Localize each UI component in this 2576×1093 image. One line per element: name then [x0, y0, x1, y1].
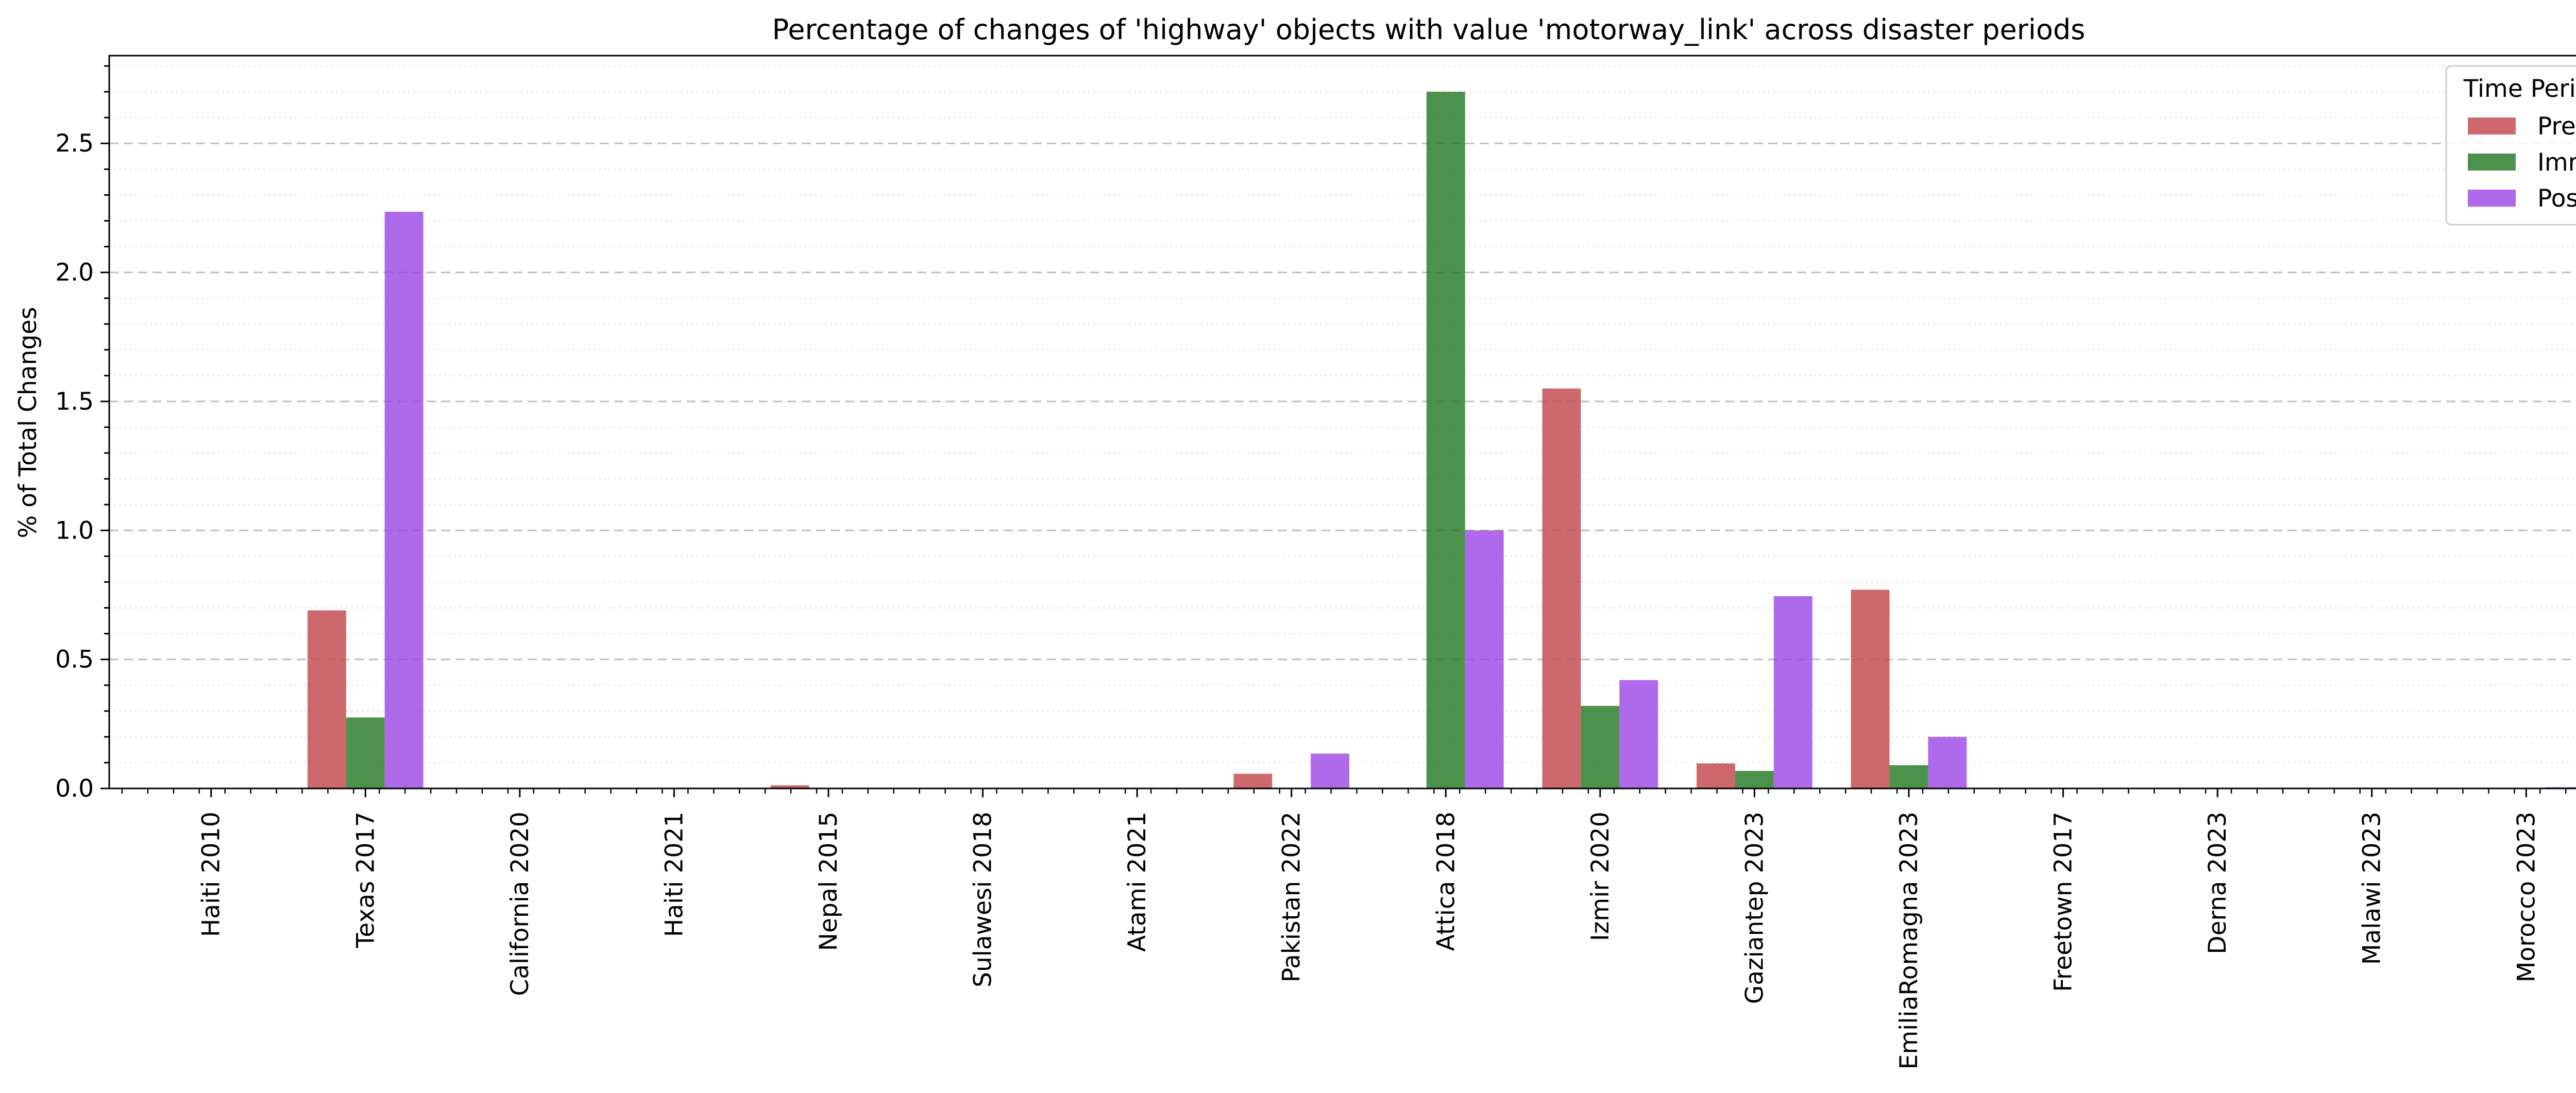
bar-pre-emiliaromagna-2023: [1851, 590, 1890, 788]
x-tick-label: Attica 2018: [1432, 812, 1460, 951]
x-tick-label: Gaziantep 2023: [1740, 812, 1769, 1004]
x-tick-label: Izmir 2020: [1586, 812, 1615, 941]
axes: [108, 55, 2576, 789]
x-axis-ticks: Haiti 2010 Texas 2017 California 2020 Haiti…: [121, 788, 2567, 1069]
x-tick-label: Sulawesi 2018: [969, 812, 997, 987]
y-tick-label: 0.0: [55, 775, 94, 803]
y-tick-label: 2.5: [55, 129, 94, 158]
bar-imm-izmir-2020: [1581, 705, 1620, 788]
legend-swatch-post: [2468, 190, 2516, 207]
y-tick-label: 1.5: [55, 388, 94, 416]
bar-post-gaziantep-2023: [1773, 596, 1812, 788]
bar-imm-emiliaromagna-2023: [1889, 765, 1928, 788]
bar-post-texas-2017: [384, 211, 423, 789]
bar-pre-gaziantep-2023: [1697, 763, 1735, 788]
legend-swatch-imm: [2468, 154, 2516, 171]
y-tick-label: 0.5: [55, 646, 94, 674]
bar-imm-attica-2018: [1426, 92, 1465, 788]
plot-frame: [108, 55, 2576, 789]
x-tick-label: Derna 2023: [2204, 812, 2232, 954]
x-tick-label: Pakistan 2022: [1278, 812, 1306, 982]
x-tick-label: California 2020: [506, 812, 534, 996]
legend-label-imm: Imm: [2537, 148, 2576, 177]
bar-pre-pakistan-2022: [1233, 773, 1273, 788]
legend-swatch-pre: [2468, 117, 2516, 134]
y-tick-label: 1.0: [55, 516, 94, 545]
grid-lines: [109, 65, 2576, 764]
bar-post-pakistan-2022: [1311, 753, 1350, 788]
x-tick-label: Malawi 2023: [2358, 812, 2386, 965]
x-tick-label: Freetown 2017: [2049, 812, 2078, 992]
x-tick-label: Haiti 2010: [197, 812, 226, 937]
bars: [307, 92, 2576, 789]
x-tick-label: Haiti 2021: [660, 812, 688, 937]
bar-pre-nepal-2015: [770, 785, 809, 788]
bar-post-izmir-2020: [1619, 680, 1658, 788]
bar-imm-texas-2017: [346, 717, 385, 788]
legend-frame: [2445, 65, 2576, 226]
bar-post-attica-2018: [1465, 530, 1504, 788]
y-axis-ticks: 0.0 0.5 1.0 1.5 2.0 2.5: [55, 65, 109, 803]
x-tick-label: Atami 2021: [1123, 812, 1151, 952]
bar-post-emiliaromagna-2023: [1928, 736, 1967, 788]
bar-imm-gaziantep-2023: [1735, 770, 1774, 788]
y-tick-label: 2.0: [55, 259, 94, 287]
legend-label-post: Post: [2537, 184, 2576, 213]
x-tick-label: Nepal 2015: [815, 812, 843, 951]
y-axis-label: % of Total Changes: [14, 307, 42, 539]
bar-pre-izmir-2020: [1542, 388, 1581, 788]
x-tick-label: Texas 2017: [351, 812, 380, 948]
legend: Time Period Pre Imm Post: [2445, 65, 2576, 226]
chart-title: Percentage of changes of 'highway' objec…: [772, 13, 2086, 46]
legend-title: Time Period: [2463, 75, 2576, 103]
x-tick-label: Morocco 2023: [2512, 812, 2540, 982]
legend-label-pre: Pre: [2537, 112, 2576, 141]
bar-pre-texas-2017: [307, 610, 346, 788]
x-tick-label: EmiliaRomagna 2023: [1895, 812, 1923, 1069]
